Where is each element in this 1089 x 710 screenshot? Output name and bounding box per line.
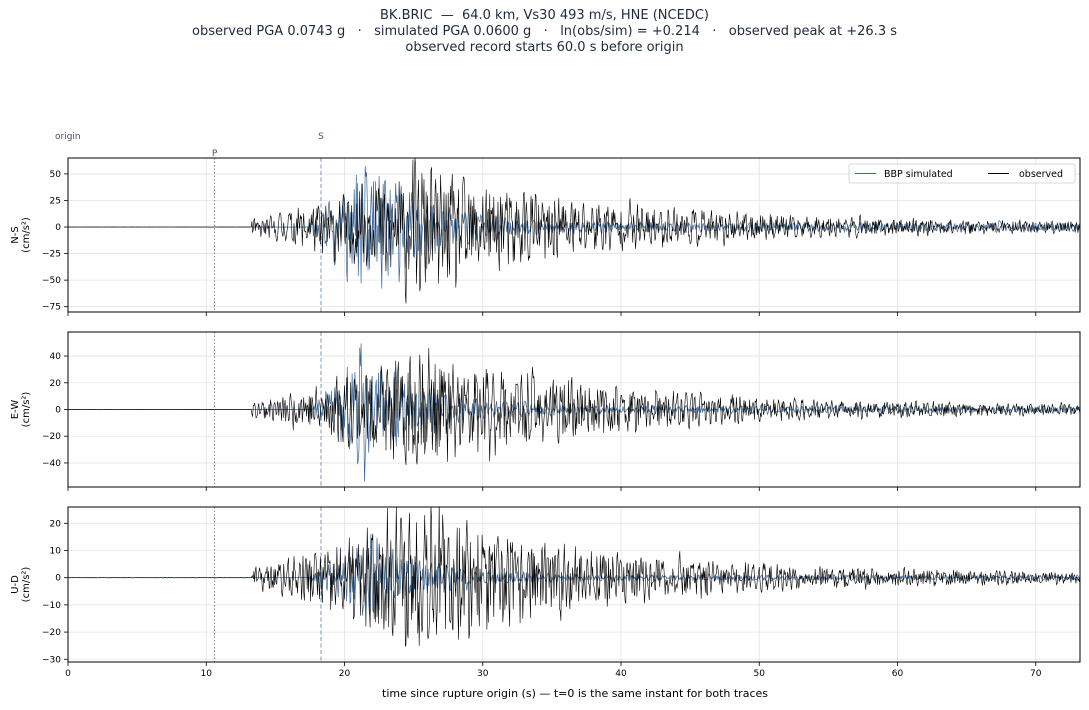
legend: BBP simulated observed — [848, 163, 1076, 184]
y-tick-label: 40 — [50, 352, 62, 362]
y-tick-label: 0 — [55, 223, 61, 233]
panel-e-w: −40 −20 0 20 40 E-W(cm/s²) — [10, 331, 1081, 491]
y-tick-label: −20 — [42, 628, 61, 638]
observed-trace — [68, 507, 1080, 647]
y-tick-label: −20 — [42, 432, 61, 442]
y-tick-label: 10 — [50, 547, 62, 557]
x-tick-label: 40 — [615, 669, 627, 679]
x-tick-label: 50 — [754, 669, 766, 679]
legend-box — [848, 163, 1076, 184]
title-line-2: observed PGA 0.0743 g · simulated PGA 0.… — [191, 24, 898, 39]
title-line-3: observed record starts 60.0 s before ori… — [405, 40, 684, 55]
y-tick-label: −30 — [42, 655, 61, 665]
x-tick-label: 0 — [65, 669, 71, 679]
legend-simulated-label: BBP simulated — [884, 169, 953, 180]
y-tick-label: −40 — [42, 459, 61, 469]
y-axis-name: U-D — [10, 575, 21, 594]
panel-frame — [67, 157, 1081, 313]
y-tick-label: 20 — [50, 379, 62, 389]
x-tick-label: 20 — [339, 669, 351, 679]
x-axis-label: time since rupture origin (s) — t=0 is t… — [382, 687, 768, 700]
observed-trace — [68, 158, 1080, 304]
origin-label: origin — [55, 132, 81, 142]
y-tick-label: −25 — [42, 250, 61, 260]
panel-u-d: −30 −20 −10 0 10 20 0 10 20 30 40 50 60 70 U-D(cm/s²) — [10, 506, 1081, 679]
y-axis-label: N-S(cm/s²) — [10, 217, 32, 253]
y-axis-label: U-D(cm/s²) — [10, 567, 32, 603]
y-tick-label: 20 — [50, 519, 62, 529]
y-tick-label: 0 — [55, 574, 61, 584]
y-axis-unit: (cm/s²) — [21, 567, 32, 603]
y-tick-label: 50 — [50, 170, 62, 180]
y-tick-label: 0 — [55, 406, 61, 416]
panel-frame — [67, 506, 1081, 663]
y-axis-name: N-S — [10, 226, 21, 243]
y-tick-label: −10 — [42, 601, 61, 611]
observed-trace — [68, 347, 1080, 466]
y-tick-label: 25 — [50, 196, 61, 206]
x-tick-label: 70 — [1030, 669, 1042, 679]
y-tick-label: −50 — [42, 276, 61, 286]
x-tick-label: 30 — [477, 669, 489, 679]
x-tick-label: 10 — [201, 669, 213, 679]
legend-observed-label: observed — [1019, 169, 1063, 180]
y-tick-label: −75 — [42, 303, 61, 313]
simulated-trace — [68, 534, 1080, 616]
y-axis-label: E-W(cm/s²) — [10, 392, 32, 428]
chart-title: BK.BRIC — 64.0 km, Vs30 493 m/s, HNE (NC… — [0, 8, 1089, 56]
y-axis-unit: (cm/s²) — [21, 217, 32, 253]
y-axis-name: E-W — [10, 400, 21, 420]
title-line-1: BK.BRIC — 64.0 km, Vs30 493 m/s, HNE (NC… — [380, 8, 709, 23]
x-tick-label: 60 — [892, 669, 904, 679]
p-label: P — [212, 149, 218, 159]
y-axis-unit: (cm/s²) — [21, 392, 32, 428]
panel-n-s: −75 −50 −25 0 25 50 N-S(cm/s²) — [10, 157, 1081, 316]
s-label: S — [318, 132, 324, 142]
